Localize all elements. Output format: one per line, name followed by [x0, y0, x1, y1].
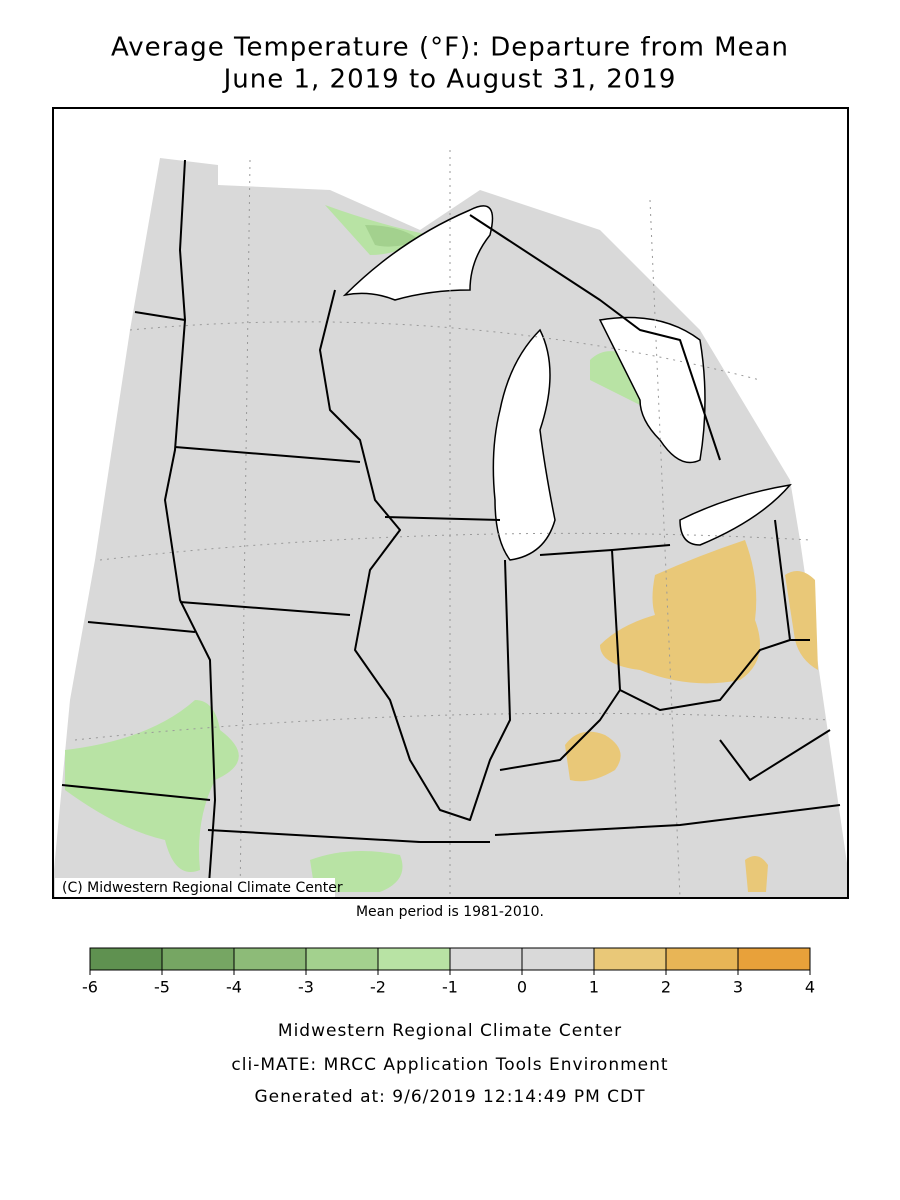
legend-tick-label: -5	[154, 978, 170, 997]
lake-huron	[598, 316, 706, 464]
legend-swatch	[233, 947, 307, 971]
legend-tick-label: -6	[82, 978, 98, 997]
mean-period: Mean period is 1981-2010.	[356, 904, 544, 920]
map: (C) Midwestern Regional Climate Center	[52, 107, 849, 899]
footer-line: cli-MATE: MRCC Application Tools Environ…	[231, 1055, 668, 1075]
grid	[74, 150, 831, 899]
legend-tick-label: 1	[589, 978, 599, 997]
legend-tick-label: -3	[298, 978, 314, 997]
lake-michigan	[492, 328, 556, 561]
footer-line: Midwestern Regional Climate Center	[278, 1021, 622, 1041]
copyright: (C) Midwestern Regional Climate Center	[62, 880, 343, 896]
legend-tick-label: -4	[226, 978, 242, 997]
subtitle: June 1, 2019 to August 31, 2019	[222, 65, 677, 95]
legend-swatch	[737, 947, 811, 971]
lake-erie	[679, 483, 792, 546]
orange-area	[600, 540, 760, 684]
legend-swatch	[305, 947, 379, 971]
legend-swatch	[593, 947, 667, 971]
legend-swatch	[665, 947, 739, 971]
legend-swatch	[449, 947, 523, 971]
orange-area	[565, 731, 621, 782]
lake-superior	[342, 205, 494, 301]
green-area	[65, 700, 239, 872]
legend-tick-label: 3	[733, 978, 743, 997]
legend-tick-label: 4	[805, 978, 815, 997]
orange-area	[785, 571, 818, 670]
map-frame	[52, 107, 849, 899]
title: Average Temperature (°F): Departure from…	[111, 33, 789, 63]
legend-tick-label: -1	[442, 978, 458, 997]
legend-tick-label: -2	[370, 978, 386, 997]
green-area	[365, 225, 420, 247]
legend-swatch	[521, 947, 595, 971]
footer-line: Generated at: 9/6/2019 12:14:49 PM CDT	[255, 1087, 646, 1107]
legend: -6 -5 -4 -3 -2 -1 0 1 2 3 4	[82, 947, 815, 997]
legend-tick-label: 0	[517, 978, 527, 997]
copyright-box	[55, 878, 335, 897]
state-lines	[61, 159, 841, 899]
orange-area	[745, 856, 768, 892]
legend-swatch	[377, 947, 451, 971]
legend-swatch	[89, 947, 163, 971]
legend-swatch	[161, 947, 235, 971]
legend-tick-label: 2	[661, 978, 671, 997]
